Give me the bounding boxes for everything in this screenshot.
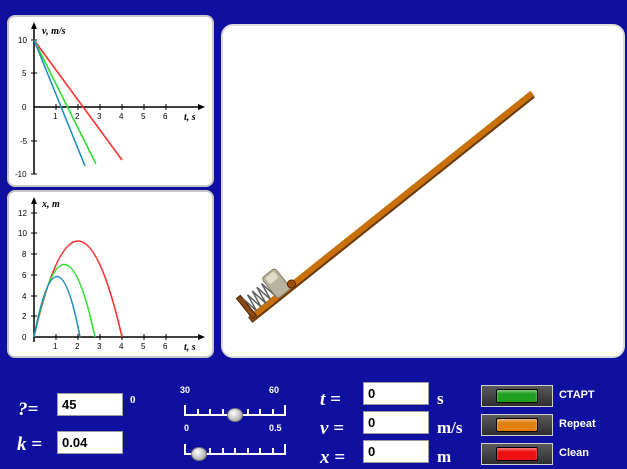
x-axis-label: x, m <box>41 199 60 210</box>
x-ytick-10: 10 <box>18 229 27 238</box>
k-slider-tick <box>271 448 274 453</box>
clean-button-label[interactable]: Clean <box>559 447 589 459</box>
time-label: t = <box>320 389 341 410</box>
k-slider-tick <box>234 448 236 453</box>
angle-slider-min-label: 30 <box>180 385 191 395</box>
k-slider-tick <box>246 448 249 453</box>
x-ytick-4: 4 <box>22 292 27 301</box>
angle-input[interactable] <box>57 393 123 416</box>
position-graph-svg: 0 1 2 3 4 5 6 12 10 8 6 4 2 x, m t, s <box>18 197 205 353</box>
k-input[interactable] <box>57 431 123 454</box>
start-button-label[interactable]: СТАРТ <box>559 389 595 401</box>
x-curve-blue <box>33 275 81 338</box>
k-slider-tick <box>284 444 286 453</box>
k-slider-min-label: 0 <box>184 423 190 433</box>
v-line-green <box>33 39 97 165</box>
v-xtick-2: 2 <box>75 112 80 121</box>
k-slider-tick <box>209 448 211 453</box>
position-unit: m <box>437 447 452 466</box>
x-ytick-12: 12 <box>18 209 27 218</box>
angle-slider-tick <box>259 409 261 414</box>
velocity-graph: 1 2 3 4 5 6 10 5 0 -5 -10 v, m/s t, s <box>7 15 214 187</box>
x-xtick-2: 2 <box>75 342 80 351</box>
position-label: x = <box>320 447 346 468</box>
spring-wall <box>235 294 258 320</box>
stage-svg <box>235 90 535 323</box>
x-ytick-6: 6 <box>22 271 27 280</box>
k-slider-track <box>184 453 286 455</box>
x-xtick-3: 3 <box>97 342 102 351</box>
x-xtick-1: 1 <box>53 342 58 351</box>
angle-slider-tick <box>284 405 286 414</box>
clean-button[interactable] <box>481 443 553 465</box>
k-slider-tick <box>184 444 186 453</box>
v-ytick-5: 5 <box>22 69 27 78</box>
v-axis-label: v, m/s <box>42 26 66 37</box>
v-xtick-6: 6 <box>163 112 168 121</box>
k-label: k = <box>17 434 43 455</box>
start-lamp <box>496 389 538 403</box>
block-wheel <box>286 279 296 289</box>
block-highlight <box>265 272 278 284</box>
spring-block <box>235 268 296 320</box>
v-xtick-3: 3 <box>97 112 102 121</box>
velocity-unit: m/s <box>437 418 463 437</box>
angle-label: ?= <box>18 399 39 420</box>
k-slider-tick <box>221 448 224 453</box>
time-readout <box>363 382 429 405</box>
angle-slider-tick <box>221 409 224 414</box>
k-slider[interactable] <box>184 435 286 461</box>
angle-slider-tick <box>271 409 274 414</box>
angle-slider-tick <box>209 409 211 414</box>
velocity-readout <box>363 411 429 434</box>
x-xtick-0: 0 <box>22 333 27 342</box>
x-xtick-6: 6 <box>163 342 168 351</box>
x-time-axis-arrow <box>198 334 205 340</box>
angle-slider-thumb[interactable] <box>227 408 243 422</box>
x-xtick-4: 4 <box>119 342 124 351</box>
angle-slider-tick <box>196 409 199 414</box>
animation-stage <box>221 24 625 358</box>
v-xtick-1: 1 <box>53 112 58 121</box>
v-time-axis-label: t, s <box>184 112 196 123</box>
repeat-button[interactable] <box>481 414 553 436</box>
v-xtick-5: 5 <box>141 112 146 121</box>
position-graph: 0 1 2 3 4 5 6 12 10 8 6 4 2 x, m t, s <box>7 190 214 358</box>
x-position-axis-arrow <box>31 197 37 204</box>
time-unit: s <box>437 389 444 408</box>
v-xtick-4: 4 <box>119 112 124 121</box>
v-velocity-axis-arrow <box>31 22 37 29</box>
v-ytick-0: 0 <box>22 103 27 112</box>
v-line-blue <box>33 39 86 167</box>
start-button[interactable] <box>481 385 553 407</box>
x-time-axis-label: t, s <box>184 342 196 353</box>
v-ytick-10: 10 <box>18 36 27 45</box>
x-xtick-5: 5 <box>141 342 146 351</box>
v-ytick-neg5: -5 <box>20 137 28 146</box>
velocity-graph-svg: 1 2 3 4 5 6 10 5 0 -5 -10 v, m/s t, s <box>15 22 205 179</box>
repeat-button-label[interactable]: Repeat <box>559 418 596 430</box>
v-time-axis-arrow <box>198 104 205 110</box>
angle-slider-tick <box>246 409 249 414</box>
angle-slider[interactable] <box>184 396 286 422</box>
incline-rail <box>248 90 535 321</box>
v-ytick-neg10: -10 <box>15 170 27 179</box>
spring-coil <box>242 282 276 312</box>
angle-slider-tick <box>184 405 186 414</box>
angle-slider-max-label: 60 <box>269 385 280 395</box>
clean-lamp <box>496 447 538 461</box>
x-ytick-8: 8 <box>22 250 27 259</box>
x-ytick-2: 2 <box>22 312 27 321</box>
angle-degree-unit: 0 <box>130 394 136 406</box>
position-readout <box>363 440 429 463</box>
velocity-label: v = <box>320 418 345 439</box>
k-slider-max-label: 0.5 <box>269 423 282 433</box>
k-slider-tick <box>259 448 261 453</box>
repeat-lamp <box>496 418 538 432</box>
v-line-red <box>33 39 123 161</box>
k-slider-thumb[interactable] <box>190 447 207 461</box>
